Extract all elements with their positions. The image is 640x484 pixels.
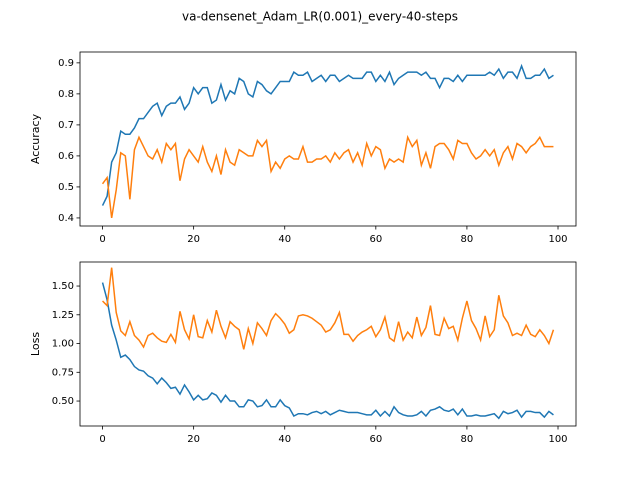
x-tick-label: 0	[99, 434, 105, 445]
y-axis-label: Loss	[29, 332, 42, 356]
x-tick-label: 0	[99, 234, 105, 245]
x-tick-label: 100	[548, 234, 567, 245]
axes-frame	[79, 51, 577, 227]
x-tick-label: 40	[278, 434, 291, 445]
x-tick-label: 40	[278, 234, 291, 245]
y-tick-label: 0.50	[52, 396, 74, 407]
x-tick-label: 80	[461, 234, 474, 245]
y-tick-label: 1.50	[52, 281, 74, 292]
x-tick-label: 100	[548, 434, 567, 445]
y-tick-label: 0.5	[58, 182, 74, 193]
y-tick-label: 0.9	[58, 58, 74, 69]
series-line	[101, 134, 554, 219]
y-tick-label: 0.6	[58, 151, 74, 162]
series-line	[101, 282, 554, 420]
y-axis-label: Accuracy	[29, 113, 42, 164]
series-line	[101, 63, 554, 206]
figure-title: va-densenet_Adam_LR(0.001)_every-40-step…	[182, 10, 458, 24]
x-tick-label: 20	[187, 234, 200, 245]
series-line	[102, 267, 555, 350]
x-tick-label: 60	[369, 234, 382, 245]
y-tick-label: 0.75	[52, 367, 74, 378]
y-tick-label: 0.7	[58, 120, 74, 131]
y-tick-label: 0.8	[58, 89, 74, 100]
axes-frame	[79, 261, 577, 427]
y-tick-label: 1.00	[52, 339, 74, 350]
x-tick-label: 20	[187, 434, 200, 445]
x-tick-label: 80	[461, 434, 474, 445]
y-tick-label: 1.25	[52, 310, 74, 321]
x-tick-label: 60	[369, 434, 382, 445]
y-tick-label: 0.4	[58, 213, 74, 224]
